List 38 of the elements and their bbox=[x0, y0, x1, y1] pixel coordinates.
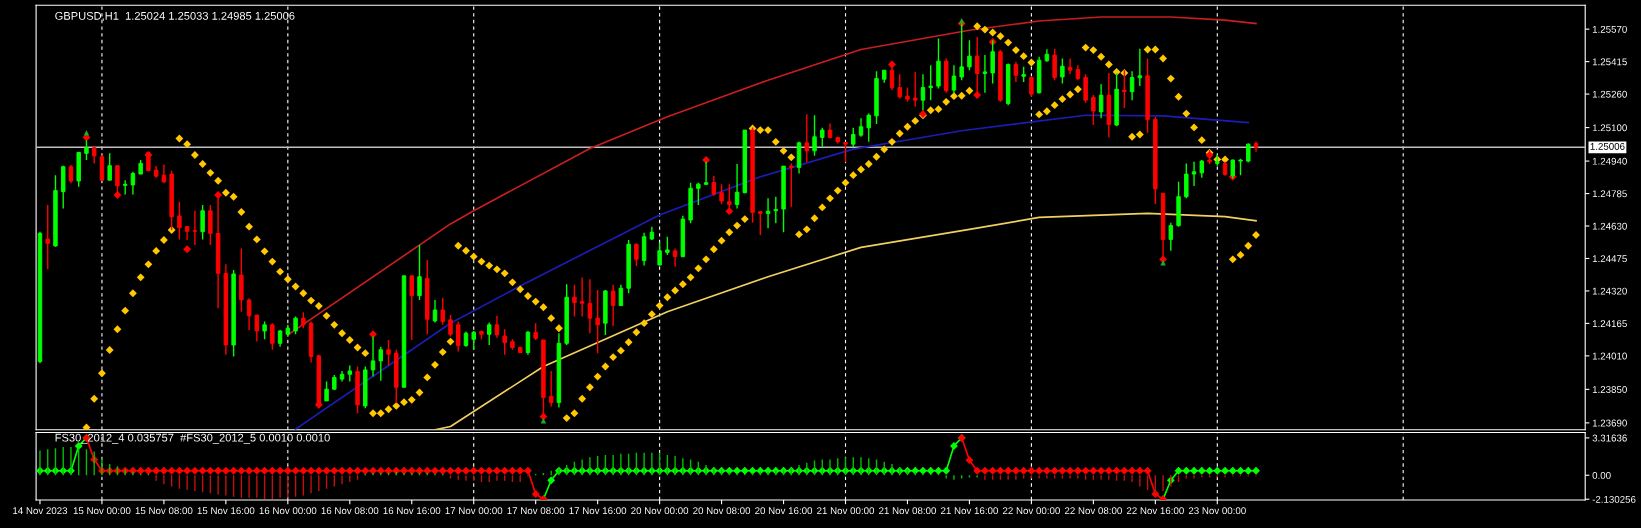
x-tick-label: 17 Nov 16:00 bbox=[569, 507, 627, 515]
y-tick-label: 1.24630 bbox=[1592, 222, 1627, 230]
x-tick-label: 16 Nov 00:00 bbox=[259, 507, 317, 515]
x-tick-label: 23 Nov 00:00 bbox=[1188, 507, 1246, 515]
x-tick-label: 20 Nov 16:00 bbox=[755, 507, 813, 515]
y-tick-label: 1.24010 bbox=[1592, 352, 1627, 360]
y-tick-label: 1.25100 bbox=[1592, 124, 1627, 132]
y-tick-label: 3.31636 bbox=[1592, 434, 1627, 442]
x-tick-label: 21 Nov 16:00 bbox=[941, 507, 998, 515]
x-tick-label: 17 Nov 08:00 bbox=[507, 507, 565, 515]
x-tick-label: 15 Nov 08:00 bbox=[135, 507, 193, 515]
y-tick-label: 1.24320 bbox=[1592, 287, 1627, 295]
x-tick-label: 15 Nov 16:00 bbox=[197, 507, 255, 515]
y-tick-label: 1.23690 bbox=[1592, 419, 1627, 427]
y-tick-label: 1.24165 bbox=[1592, 320, 1627, 328]
text: GBPUSD,H1 1.25024 1.25033 1.24985 1.25006 bbox=[55, 11, 295, 22]
x-tick-label: 22 Nov 00:00 bbox=[1002, 507, 1060, 515]
y-tick-label: 1.25260 bbox=[1592, 90, 1627, 98]
y-tick-label: 1.25570 bbox=[1592, 25, 1627, 33]
x-tick-label: 14 Nov 2023 bbox=[13, 507, 68, 515]
y-tick-label: 1.23850 bbox=[1592, 386, 1627, 393]
y-tick-label: -2.130256 bbox=[1592, 495, 1636, 503]
x-tick-label: 21 Nov 08:00 bbox=[879, 507, 937, 515]
y-tick-label: 1.25415 bbox=[1592, 58, 1627, 66]
y-tick-label: 1.24475 bbox=[1592, 255, 1627, 263]
x-tick-label: 20 Nov 08:00 bbox=[693, 507, 751, 515]
y-tick-label: 0.00 bbox=[1592, 471, 1611, 479]
x-tick-label: 16 Nov 08:00 bbox=[321, 507, 379, 515]
x-tick-label: 17 Nov 00:00 bbox=[445, 507, 503, 515]
y-tick-label: 1.24785 bbox=[1592, 190, 1627, 198]
x-tick-label: 15 Nov 00:00 bbox=[73, 507, 131, 515]
y-tick-label: 1.24940 bbox=[1592, 157, 1627, 165]
x-tick-label: 20 Nov 00:00 bbox=[631, 507, 689, 515]
x-tick-label: 22 Nov 08:00 bbox=[1064, 507, 1122, 515]
x-tick-label: 22 Nov 16:00 bbox=[1126, 507, 1184, 515]
x-tick-label: 16 Nov 16:00 bbox=[383, 507, 441, 515]
x-tick-label: 21 Nov 00:00 bbox=[817, 507, 875, 515]
ref-line-label: 1.25006 bbox=[1590, 143, 1625, 150]
